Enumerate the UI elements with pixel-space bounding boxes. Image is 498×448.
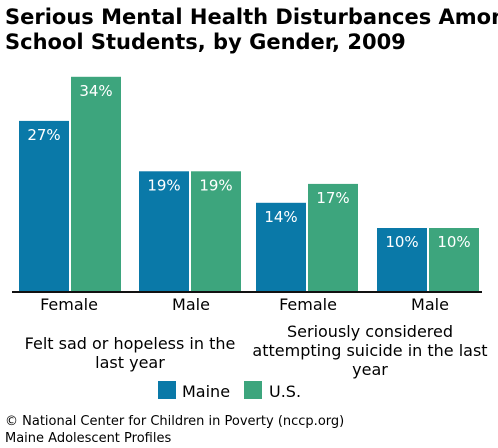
legend-swatch-us bbox=[244, 381, 262, 399]
group-label-2-line-1: Seriously considered bbox=[287, 322, 453, 341]
bar-label-maine-1: 27% bbox=[27, 126, 60, 144]
group-label-2-line-3: year bbox=[352, 360, 388, 379]
bar-label-us-2: 19% bbox=[199, 176, 232, 194]
bar-maine-3 bbox=[256, 202, 306, 291]
bar-maine-4 bbox=[377, 228, 427, 291]
bar-us-4 bbox=[429, 228, 479, 291]
bar-label-maine-2: 19% bbox=[147, 176, 180, 194]
group-label-1-line-1: Felt sad or hopeless in the bbox=[25, 334, 236, 353]
legend-label-us: U.S. bbox=[269, 382, 301, 401]
category-label-male-1: Male bbox=[172, 295, 210, 314]
bar-us-3 bbox=[308, 183, 358, 291]
footer-profile: Maine Adolescent Profiles bbox=[5, 431, 171, 446]
group-label-1-line-2: last year bbox=[95, 353, 165, 372]
footer-source: © National Center for Children in Povert… bbox=[5, 414, 344, 429]
legend-label-maine: Maine bbox=[182, 382, 230, 401]
bar-maine-2 bbox=[139, 171, 189, 291]
chart-title-line-1: Serious Mental Health Disturbances Among… bbox=[5, 5, 498, 29]
bar-label-us-4: 10% bbox=[437, 233, 470, 251]
category-label-female-1: Female bbox=[40, 295, 98, 314]
chart-title-line-2: School Students, by Gender, 2009 bbox=[5, 30, 406, 54]
bars: 27% 34% 19% 19% 14% 17% 10% 10% bbox=[19, 76, 479, 292]
category-label-female-2: Female bbox=[279, 295, 337, 314]
bar-label-maine-3: 14% bbox=[264, 208, 297, 226]
group-label-2-line-2: attempting suicide in the last bbox=[252, 341, 487, 360]
bar-maine-1 bbox=[19, 120, 69, 292]
bar-us-2 bbox=[191, 171, 241, 291]
category-label-male-2: Male bbox=[411, 295, 449, 314]
bar-label-maine-4: 10% bbox=[385, 233, 418, 251]
legend-swatch-maine bbox=[158, 381, 176, 399]
bar-label-us-3: 17% bbox=[316, 189, 349, 207]
bar-label-us-1: 34% bbox=[79, 82, 112, 100]
bar-us-1 bbox=[71, 76, 121, 291]
